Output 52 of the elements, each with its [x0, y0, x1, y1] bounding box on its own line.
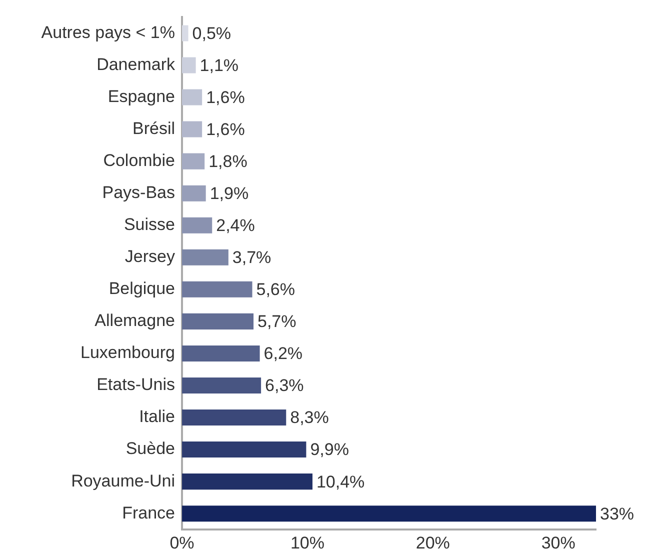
bar [182, 442, 306, 458]
data-label: 8,3% [290, 408, 329, 428]
data-label: 6,3% [265, 376, 304, 396]
y-tick-label: Suède [126, 439, 175, 458]
bar [182, 89, 202, 106]
data-label: 1,1% [200, 56, 239, 75]
bar [182, 345, 260, 362]
data-label: 5,6% [256, 280, 296, 300]
y-tick-label: Danemark [96, 54, 176, 74]
data-label: 1,6% [206, 88, 245, 107]
bar [182, 474, 312, 490]
bar [182, 313, 254, 330]
data-label: 1,8% [208, 152, 248, 171]
data-label: 1,6% [206, 120, 245, 139]
data-label: 1,9% [210, 184, 249, 204]
y-tick-label: Italie [139, 407, 175, 426]
bar [182, 57, 196, 74]
data-label: 10,4% [316, 472, 365, 492]
y-tick-label: Pays-Bas [102, 183, 175, 202]
y-tick-label: Royaume-Uni [71, 471, 175, 490]
y-tick-label: Espagne [108, 86, 175, 106]
data-label: 9,9% [310, 440, 349, 460]
y-tick-label: Etats-Unis [96, 375, 175, 394]
y-tick-label: Jersey [124, 247, 176, 266]
bar [182, 410, 286, 426]
y-tick-label: Colombie [103, 151, 175, 170]
bar [182, 121, 202, 138]
x-tick-label: 30% [541, 533, 576, 552]
y-tick-label: Allemagne [94, 311, 175, 330]
data-label: 0,5% [192, 24, 232, 43]
bar [182, 25, 188, 42]
bar [182, 153, 205, 170]
bar [182, 217, 212, 234]
bar [182, 281, 252, 298]
bar [182, 249, 228, 266]
x-tick-label: 0% [170, 533, 194, 552]
y-tick-label: Brésil [132, 118, 175, 138]
y-tick-label: Luxembourg [80, 343, 175, 362]
x-tick-label: 10% [290, 533, 324, 552]
data-label: 2,4% [216, 216, 255, 236]
data-label: 3,7% [232, 248, 272, 268]
data-label: 33% [600, 504, 634, 524]
bar [182, 377, 262, 394]
x-tick-label: 20% [416, 533, 450, 552]
y-tick-label: Autres pays < 1% [41, 22, 175, 42]
data-label: 6,2% [264, 344, 303, 364]
bar [182, 185, 206, 202]
bar [182, 506, 596, 522]
y-tick-label: France [122, 503, 175, 522]
data-label: 5,7% [258, 312, 296, 332]
y-tick-label: Belgique [108, 279, 175, 298]
y-tick-label: Suisse [124, 215, 175, 234]
